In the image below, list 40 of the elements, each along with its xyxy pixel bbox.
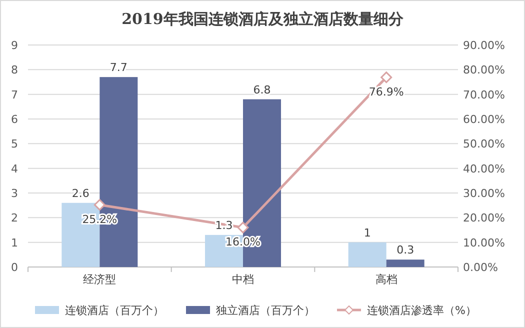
y-tick-label: 2 <box>11 212 18 225</box>
legend-label: 连锁酒店（百万个） <box>65 304 164 317</box>
y-tick-label: 3 <box>11 187 18 200</box>
data-label: 25.2% <box>82 212 118 226</box>
y2-tick-label: 30.00% <box>463 187 505 200</box>
data-label: 1.3 <box>215 218 233 232</box>
y-tick-label: 8 <box>11 64 18 77</box>
data-label: 7.7 <box>110 61 128 74</box>
y2-tick-label: 0.00% <box>463 261 498 274</box>
y-tick-label: 6 <box>11 113 18 126</box>
data-label: 2.6 <box>72 186 90 200</box>
y2-tick-label: 90.00% <box>463 39 505 52</box>
legend-label: 连锁酒店渗透率（%） <box>367 304 476 317</box>
y2-tick-label: 20.00% <box>463 212 505 225</box>
y-tick-label: 7 <box>11 88 18 102</box>
y2-tick-label: 70.00% <box>463 88 505 102</box>
y2-tick-label: 10.00% <box>463 236 505 250</box>
y-tick-label: 5 <box>11 138 18 151</box>
y2-tick-label: 50.00% <box>463 138 505 151</box>
data-label: 6.8 <box>253 83 271 96</box>
legend-label: 独立酒店（百万个） <box>216 304 315 317</box>
y-tick-label: 0 <box>11 261 18 274</box>
data-label: 76.9% <box>368 85 404 98</box>
x-tick-label: 中档 <box>232 273 254 286</box>
y-tick-label: 4 <box>11 162 18 176</box>
point <box>94 199 106 211</box>
y-tick-label: 1 <box>11 236 18 250</box>
y2-tick-label: 60.00% <box>463 113 505 126</box>
data-label: 1 <box>364 226 371 240</box>
y-tick-label: 9 <box>11 39 18 52</box>
x-tick-label: 经济型 <box>83 273 116 286</box>
bar <box>386 260 424 267</box>
data-label: 0.3 <box>396 244 414 257</box>
point <box>380 72 392 84</box>
y2-tick-label: 80.00% <box>463 64 505 77</box>
y2-tick-label: 40.00% <box>463 162 505 176</box>
point <box>237 222 249 234</box>
chart-title: 2019年我国连锁酒店及独立酒店数量细分 <box>122 10 404 28</box>
bar <box>348 242 386 267</box>
x-tick-label: 高档 <box>375 273 398 286</box>
